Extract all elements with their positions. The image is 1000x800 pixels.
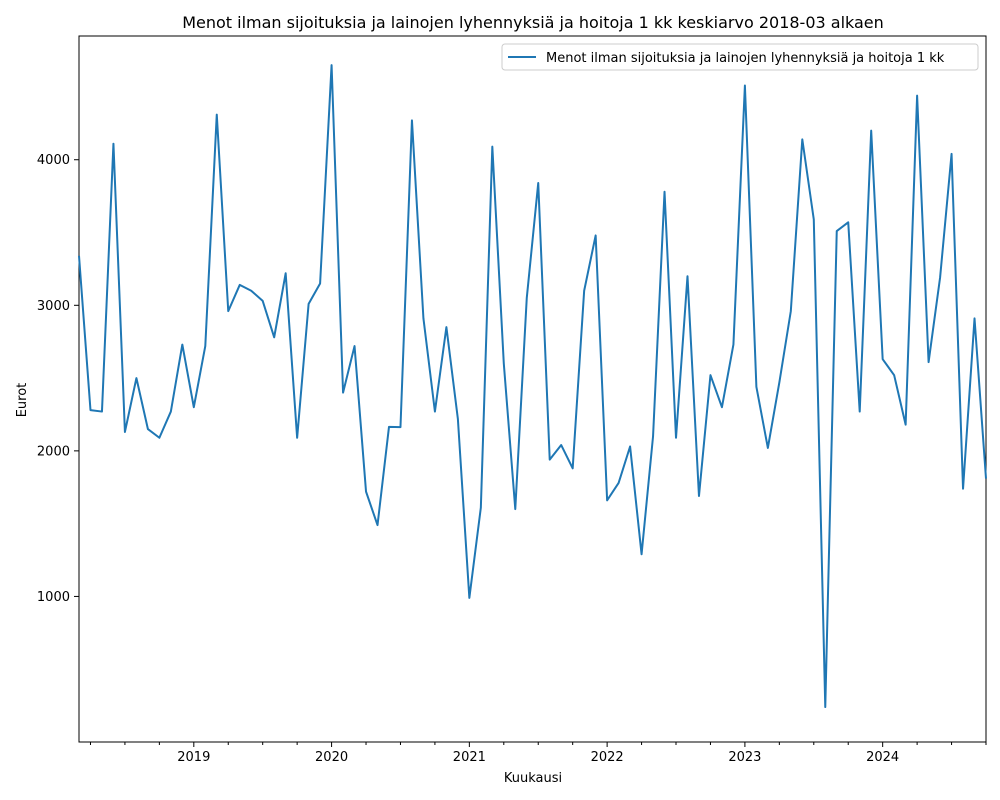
series-line (78, 64, 987, 709)
x-tick-label: 2024 (866, 750, 899, 765)
chart-title: Menot ilman sijoituksia ja lainojen lyhe… (182, 13, 884, 32)
y-tick-label: 3000 (37, 299, 70, 314)
y-axis-label: Eurot (15, 383, 30, 418)
x-axis-label: Kuukausi (504, 771, 562, 786)
x-tick-label: 2019 (177, 750, 210, 765)
legend-box (501, 43, 979, 71)
y-axis: 1000 2000 3000 4000 (37, 153, 79, 605)
x-axis: 2019 2020 2021 2022 2023 2024 (89, 742, 987, 765)
x-tick-label: 2021 (453, 750, 486, 765)
plot-area (78, 35, 987, 743)
legend-entry-label: Menot ilman sijoituksia ja lainojen lyhe… (546, 51, 945, 66)
y-tick-label: 2000 (37, 444, 70, 459)
x-tick-label: 2022 (591, 750, 624, 765)
x-tick-label: 2023 (728, 750, 761, 765)
legend: Menot ilman sijoituksia ja lainojen lyhe… (501, 43, 979, 71)
plot-frame (78, 35, 987, 743)
y-tick-label: 1000 (37, 590, 70, 605)
y-tick-label: 4000 (37, 153, 70, 168)
x-tick-label: 2020 (315, 750, 348, 765)
